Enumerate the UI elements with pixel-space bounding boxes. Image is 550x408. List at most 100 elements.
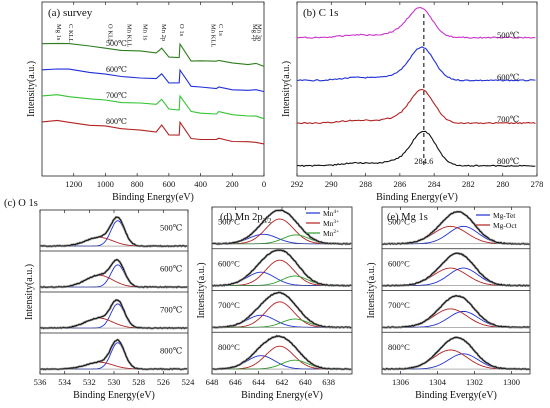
series-line (41, 42, 265, 67)
x-axis-label: Binding Evergy(eV) (415, 390, 497, 401)
x-tick-label: 528 (132, 377, 145, 387)
x-tick-label: 532 (83, 377, 96, 387)
panel-c: 536 534 532 530 528 526 524 Binding Energy(eV) I… (4, 198, 195, 401)
x-tick-label: 282 (462, 179, 475, 189)
y-axis-label: Intensity(a.u.) (24, 264, 35, 320)
y-axis-label: Intensity(a.u.) (281, 61, 292, 117)
y-axis-label: Intensity(a.u.) (366, 262, 377, 318)
fit-component (382, 310, 530, 328)
x-tick-label: 644 (252, 377, 266, 387)
fit-envelope (381, 295, 530, 329)
peak-label: C KLL (67, 24, 74, 43)
fit-envelope (381, 211, 531, 245)
legend-superscript: 2+ (333, 229, 339, 235)
fit-component (382, 267, 530, 286)
peak-label: Mn KLL (210, 24, 217, 47)
series-label: 600℃ (497, 72, 519, 82)
fit-envelope (212, 209, 352, 245)
x-tick-label: 290 (325, 179, 338, 189)
peak-label: Mn 3p (256, 24, 263, 41)
y-axis-label: Intensity(a.u.) (26, 61, 37, 117)
x-tick-label: 286 (393, 179, 406, 189)
peak-label: Mn 2p (160, 24, 167, 41)
x-tick-label: 1000 (97, 179, 114, 189)
panel-d: 648 646 644 642 640 638 Binding Energy(eV) Inte… (196, 206, 353, 401)
x-tick-label: 534 (58, 377, 72, 387)
temperature-label: 500℃ (160, 223, 182, 233)
temperature-label: 500°C (218, 217, 240, 227)
peak-label: Mn 1s (141, 24, 148, 41)
peak-label: Mg 1s (55, 24, 62, 41)
series-line (41, 68, 265, 93)
x-tick-label: 642 (276, 377, 289, 387)
reference-label: 284.6 (414, 156, 433, 166)
peak-label: Mg 2p (251, 24, 258, 41)
temperature-label: 600°C (218, 258, 240, 268)
fit-component (40, 236, 188, 247)
plot-frame (41, 1, 265, 177)
peak-label: Mn KLL (126, 24, 133, 47)
temperature-label: 500°C (388, 217, 410, 227)
series-label: 800℃ (106, 117, 127, 126)
fit-component (382, 349, 530, 370)
series-line (296, 130, 536, 168)
x-tick-label: 200 (226, 179, 239, 189)
x-tick-label: 292 (291, 179, 304, 189)
plot-frame (296, 1, 538, 177)
series-line (296, 46, 536, 82)
fit-envelope (211, 335, 352, 370)
x-tick-label: 284 (428, 179, 442, 189)
x-tick-label: 278 (531, 179, 544, 189)
x-tick-label: 1306 (392, 377, 409, 387)
peak-label: C 1s (217, 24, 224, 36)
x-tick-label: 280 (496, 179, 509, 189)
legend-superscript: 3+ (333, 219, 339, 225)
temperature-label: 700℃ (160, 305, 182, 315)
legend-label: Mg-Oct (493, 221, 518, 230)
series-label: 700℃ (106, 91, 127, 100)
y-axis-label: Intensity(a.u.) (196, 262, 207, 318)
peak-label: O 1s (178, 24, 185, 37)
fit-component (40, 274, 188, 288)
legend-superscript: 4+ (333, 209, 339, 215)
series-label: 600℃ (106, 65, 127, 74)
fit-component (382, 353, 530, 370)
x-tick-label: 640 (299, 377, 312, 387)
fit-envelope (211, 249, 352, 287)
temperature-label: 700°C (218, 300, 240, 310)
panel-a-survey: 1200 1000 800 600 400 200 0 Binding Energy(eV) I… (26, 1, 266, 203)
x-tick-label: 1302 (466, 377, 483, 387)
legend-label: Mn3+ (323, 219, 339, 228)
x-tick-label: 530 (108, 377, 121, 387)
x-tick-label: 288 (359, 179, 372, 189)
fit-envelope (381, 252, 530, 287)
series-label: 800℃ (497, 156, 519, 166)
legend-label: Mn4+ (323, 209, 339, 218)
x-axis-label: Binding Energy(eV) (241, 390, 323, 401)
series-label: 500℃ (106, 39, 127, 48)
series-line (41, 119, 265, 145)
panel-title: (c) O 1s (4, 198, 38, 209)
panel-title: (b) C 1s (303, 7, 338, 19)
x-axis-label: Binding Energy(eV) (376, 192, 458, 203)
x-tick-label: 646 (229, 377, 242, 387)
panel-title: (d) Mn 2p3/2 (220, 212, 272, 225)
temperature-label: 700°C (388, 300, 410, 310)
x-tick-label: 400 (194, 179, 207, 189)
x-axis-label: Binding Energy(eV) (112, 192, 194, 203)
series-label: 700℃ (497, 114, 519, 124)
peak-label: O KLL (107, 24, 114, 43)
x-tick-label: 600 (162, 179, 175, 189)
panel-title: (e) Mg 1s (387, 212, 428, 223)
panel-title-subscript: 3/2 (263, 217, 272, 225)
temperature-label: 800°C (388, 342, 410, 352)
panel-e: 1306 1304 1302 1300 Binding Evergy(eV) Intens… (366, 206, 531, 401)
x-tick-label: 0 (262, 179, 266, 189)
x-tick-label: 526 (157, 377, 170, 387)
fit-envelope (211, 292, 352, 329)
temperature-label: 600°C (388, 258, 410, 268)
series-line (41, 94, 265, 120)
panel-b-c1s: 292 290 288 286 284 282 280 278 Binding Energy(e… (281, 1, 544, 203)
panel-title: (a) survey (48, 7, 93, 19)
